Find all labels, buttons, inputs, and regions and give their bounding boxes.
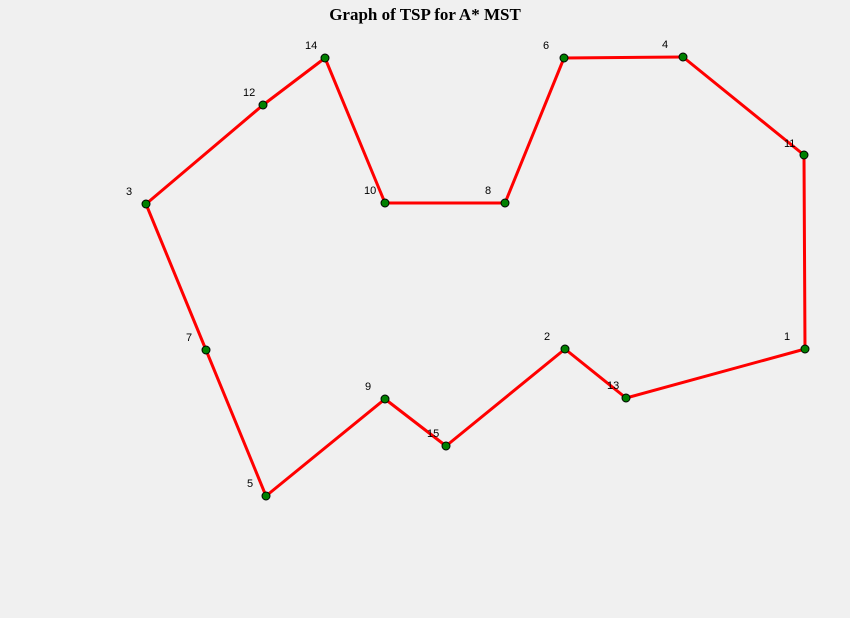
node-14 [320,53,330,63]
node-label-8: 8 [485,185,491,197]
node-10 [380,198,390,208]
node-13 [621,393,631,403]
edge-12-3 [144,103,265,206]
node-8 [500,198,510,208]
edge-10-14 [323,56,387,205]
edge-9-15 [383,397,448,448]
node-label-1: 1 [784,331,790,343]
tour-edges [144,55,807,498]
node-label-4: 4 [662,39,668,51]
node-1 [800,344,810,354]
edge-7-5 [204,348,268,498]
edge-4-6 [562,55,685,60]
edge-2-13 [563,347,628,400]
graph-title: Graph of TSP for A* MST [329,5,521,24]
edge-1-11 [802,153,807,351]
node-12 [258,100,268,110]
edge-14-12 [261,56,327,107]
node-11 [799,150,809,160]
node-label-13: 13 [607,380,619,392]
node-7 [201,345,211,355]
node-label-6: 6 [543,40,549,52]
node-6 [559,53,569,63]
node-2 [560,344,570,354]
node-4 [678,52,688,62]
edge-15-2 [444,347,567,448]
node-label-5: 5 [247,478,253,490]
node-label-9: 9 [365,381,371,393]
edge-3-7 [144,202,208,352]
edge-6-8 [503,56,566,205]
node-label-10: 10 [364,185,376,197]
edge-13-1 [624,347,807,400]
graph-nodes [141,52,810,501]
node-15 [441,441,451,451]
node-label-7: 7 [186,332,192,344]
node-label-15: 15 [427,428,439,440]
node-label-12: 12 [243,87,255,99]
node-label-2: 2 [544,331,550,343]
node-5 [261,491,271,501]
node-label-14: 14 [305,40,317,52]
node-label-3: 3 [126,186,132,198]
node-label-11: 11 [784,138,795,150]
node-9 [380,394,390,404]
edge-11-4 [681,55,806,157]
node-3 [141,199,151,209]
edge-5-9 [264,397,387,498]
